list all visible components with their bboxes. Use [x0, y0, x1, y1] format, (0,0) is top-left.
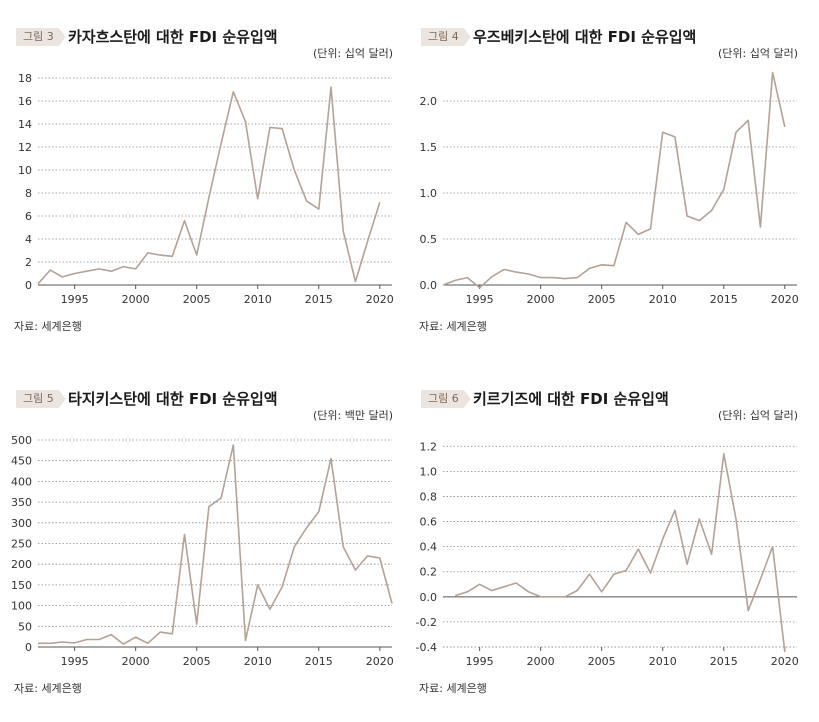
x-tick-label: 1995 — [61, 655, 89, 668]
unit-label: (단위: 백만 달러) — [312, 409, 393, 422]
y-tick-label: 300 — [11, 517, 32, 530]
y-tick-label: 4 — [25, 233, 32, 246]
y-tick-label: 12 — [18, 141, 32, 154]
chart-title: 키르기즈에 대한 FDI 순유입액 — [473, 390, 669, 408]
unit-label: (단위: 십억 달러) — [312, 47, 393, 60]
x-tick-label: 2010 — [244, 655, 272, 668]
y-tick-label: 500 — [11, 434, 32, 447]
x-tick-label: 2000 — [527, 293, 555, 306]
x-tick-label: 2020 — [771, 293, 799, 306]
line-chart: -0.4 -0.2 0.0 0.2 0.4 0.6 0.8 1.0 1.2 1995 2000 200… — [416, 440, 799, 668]
chart-title: 우즈베키스탄에 대한 FDI 순유입액 — [473, 28, 697, 46]
y-tick-label: 0.4 — [420, 541, 438, 554]
series-line — [454, 453, 786, 653]
chart-panel-kazakhstan: 그림 3 카자흐스탄에 대한 FDI 순유입액 (단위: 십억 달러) 0 2 4 6… — [10, 20, 405, 360]
chart-panel-kyrgyzstan: 그림 6 키르기즈에 대한 FDI 순유입액 (단위: 십억 달러) -0.4-… — [415, 382, 810, 722]
x-tick-label: 2015 — [710, 293, 738, 306]
y-tick-label: 100 — [11, 600, 32, 613]
y-tick-label: 6 — [25, 210, 32, 223]
y-tick-label: 0.0 — [420, 591, 438, 604]
y-tick-label: 200 — [11, 558, 32, 571]
source-label: 자료: 세계은행 — [419, 682, 487, 695]
y-tick-label: 250 — [11, 538, 32, 551]
x-tick-label: 1995 — [466, 293, 494, 306]
y-tick-label: 50 — [18, 620, 32, 633]
y-tick-label: 16 — [18, 95, 32, 108]
x-tick-label: 2005 — [588, 293, 616, 306]
y-tick-label: 1.0 — [420, 465, 438, 478]
y-tick-label: 0.2 — [420, 566, 438, 579]
y-tick-label: 0.6 — [420, 516, 438, 529]
x-tick-label: 2010 — [649, 293, 677, 306]
x-tick-label: 2005 — [588, 655, 616, 668]
x-tick-label: 2020 — [366, 293, 394, 306]
y-tick-label: 400 — [11, 475, 32, 488]
series-line — [38, 444, 393, 645]
source-label: 자료: 세계은행 — [14, 320, 82, 333]
y-tick-label: 10 — [18, 164, 32, 177]
y-tick-label: 0.0 — [420, 279, 438, 292]
figure-badge: 그림 5 — [16, 390, 66, 408]
y-tick-label: -0.4 — [416, 641, 437, 654]
y-tick-label: 8 — [25, 187, 32, 200]
x-tick-label: 2000 — [122, 655, 150, 668]
y-tick-label: 18 — [18, 72, 32, 85]
figure-badge: 그림 3 — [16, 28, 66, 46]
line-chart: 0 50 100 150 200 250 300 350 400 450 500 1995 2000 20… — [11, 434, 394, 668]
x-tick-label: 2020 — [366, 655, 394, 668]
y-tick-label: 450 — [11, 455, 32, 468]
y-tick-label: 0.5 — [420, 233, 438, 246]
unit-label: (단위: 십억 달러) — [717, 409, 798, 422]
x-tick-label: 2000 — [527, 655, 555, 668]
y-tick-label: 1.2 — [420, 440, 438, 453]
x-tick-label: 2005 — [183, 655, 211, 668]
y-tick-label: 1.5 — [420, 141, 438, 154]
chart-panel-uzbekistan: 그림 4 우즈베키스탄에 대한 FDI 순유입액 (단위: 십억 달러) 0.0… — [415, 20, 810, 360]
x-tick-label: 1995 — [61, 293, 89, 306]
y-tick-label: 350 — [11, 496, 32, 509]
unit-label: (단위: 십억 달러) — [717, 47, 798, 60]
chart-title: 타지키스탄에 대한 FDI 순유입액 — [68, 390, 278, 408]
y-tick-label: -0.2 — [416, 616, 437, 629]
line-chart: 0 2 4 6 8 10 12 14 16 18 1995 2000 2005 2010 2015 2020 — [18, 72, 394, 306]
y-tick-label: 2 — [25, 256, 32, 269]
chart-panel-tajikistan: 그림 5 타지키스탄에 대한 FDI 순유입액 (단위: 백만 달러) 0 50 1… — [10, 382, 405, 722]
x-tick-label: 2015 — [305, 293, 333, 306]
x-tick-label: 1995 — [466, 655, 494, 668]
source-label: 자료: 세계은행 — [419, 320, 487, 333]
y-tick-label: 150 — [11, 579, 32, 592]
series-line — [442, 71, 786, 289]
figure-badge: 그림 4 — [421, 28, 471, 46]
x-tick-label: 2010 — [649, 655, 677, 668]
chart-title: 카자흐스탄에 대한 FDI 순유입액 — [68, 28, 278, 46]
x-tick-label: 2015 — [710, 655, 738, 668]
series-line — [37, 86, 381, 285]
y-tick-label: 0 — [25, 641, 32, 654]
y-tick-label: 2.0 — [420, 95, 438, 108]
figure-badge: 그림 6 — [421, 390, 471, 408]
line-chart: 0.0 0.5 1.0 1.5 2.0 1995 2000 2005 2010 2015 2020 — [420, 71, 799, 306]
x-tick-label: 2015 — [305, 655, 333, 668]
x-tick-label: 2010 — [244, 293, 272, 306]
x-tick-label: 2000 — [122, 293, 150, 306]
y-tick-label: 0.8 — [420, 490, 438, 503]
y-tick-label: 1.0 — [420, 187, 438, 200]
y-tick-label: 0 — [25, 279, 32, 292]
y-tick-label: 14 — [18, 118, 32, 131]
x-tick-label: 2005 — [183, 293, 211, 306]
x-tick-label: 2020 — [771, 655, 799, 668]
source-label: 자료: 세계은행 — [14, 682, 82, 695]
